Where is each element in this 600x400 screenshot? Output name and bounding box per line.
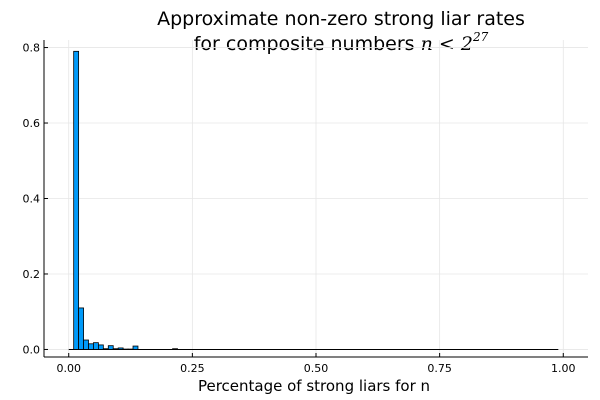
histogram-bar (117, 347, 124, 350)
histogram-bar (107, 345, 114, 350)
y-tick-label: 0.6 (23, 117, 41, 130)
histogram-bar (83, 339, 89, 350)
chart-title-math-var: n (421, 33, 433, 55)
chart-title-math-exp: 27 (472, 30, 489, 44)
histogram-bar (172, 348, 178, 350)
chart-title-line1: Approximate non-zero strong liar rates (157, 8, 525, 30)
histogram-bar (127, 348, 134, 350)
x-axis-ticks: 0.00 0.25 0.50 0.75 1.00 (56, 353, 576, 375)
y-tick-label: 0.2 (23, 268, 41, 281)
histogram-bar (88, 343, 94, 350)
bars (68, 50, 559, 350)
grid-lines (44, 40, 588, 357)
histogram-bar (93, 342, 99, 350)
chart-title-prefix: for composite numbers (194, 33, 421, 55)
histogram-bar (102, 348, 109, 350)
y-tick-label: 0.8 (23, 42, 41, 55)
x-tick-label: 0.25 (180, 362, 205, 375)
histogram-bar (98, 344, 104, 350)
chart-title-line2: for composite numbers n < 227 (194, 30, 489, 55)
y-axis-ticks: 0.0 0.2 0.4 0.6 0.8 (23, 42, 48, 356)
x-tick-label: 0.50 (304, 362, 329, 375)
x-tick-label: 1.00 (551, 362, 576, 375)
histogram-bar (73, 50, 80, 350)
histogram-bar (122, 348, 129, 350)
x-tick-label: 0.75 (427, 362, 452, 375)
chart-title-math-rel: < 2 (433, 33, 473, 55)
y-tick-label: 0.0 (23, 343, 41, 356)
histogram-bar (112, 348, 119, 350)
x-tick-label: 0.00 (56, 362, 81, 375)
y-tick-label: 0.4 (23, 193, 41, 206)
histogram-bar (132, 345, 139, 350)
histogram-bar (78, 307, 84, 350)
x-axis-label: Percentage of strong liars for n (198, 377, 430, 395)
